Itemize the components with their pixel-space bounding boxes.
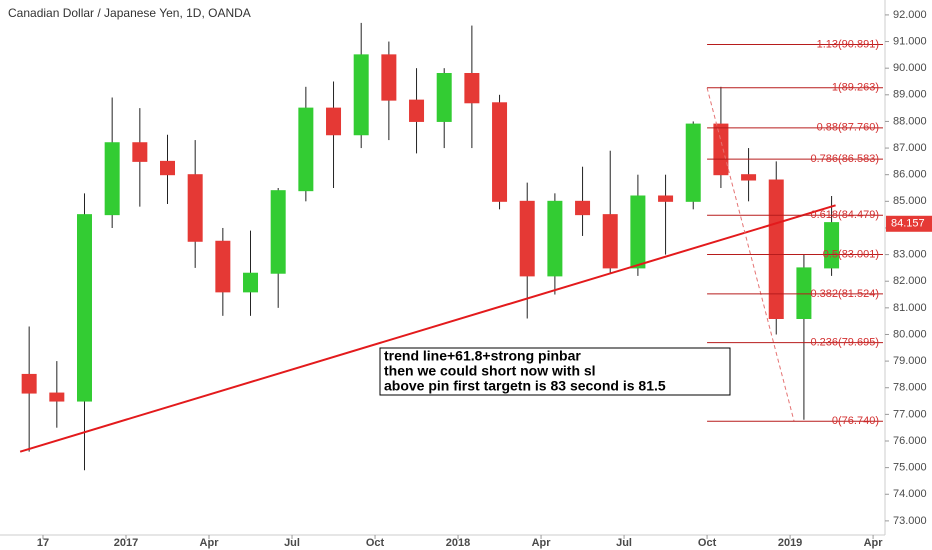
candle-body bbox=[160, 160, 176, 176]
x-tick-label: Oct bbox=[366, 537, 385, 549]
y-tick-label: 83.000 bbox=[893, 248, 927, 260]
annotation-box bbox=[379, 347, 731, 396]
fib-retracement: 1.13(90.891) 1(89.263) 0.88(87.760) 0.786(8… bbox=[706, 38, 883, 427]
y-tick-label: 85.000 bbox=[893, 195, 927, 207]
candle-body bbox=[658, 195, 674, 202]
fib-trend bbox=[706, 87, 795, 422]
y-tick-label: 73.000 bbox=[893, 515, 927, 527]
candle-body bbox=[132, 142, 148, 162]
fib-level-label: 0.786(86.583) bbox=[811, 153, 880, 165]
fib-level-label: 1.13(90.891) bbox=[817, 38, 879, 50]
candle-body bbox=[602, 214, 618, 269]
chart-title: Canadian Dollar / Japanese Yen, 1D, OAND… bbox=[8, 6, 251, 20]
candle-body bbox=[353, 54, 369, 136]
y-tick-label: 89.000 bbox=[893, 89, 927, 101]
candle-body bbox=[49, 392, 65, 402]
y-tick-label: 90.000 bbox=[893, 62, 927, 74]
candle-body bbox=[685, 123, 701, 202]
annotation-line: above pin first targetn is 83 second is … bbox=[384, 378, 666, 394]
candle-body bbox=[547, 200, 563, 277]
candle-body bbox=[76, 214, 92, 402]
x-tick-label: Jul bbox=[284, 537, 300, 549]
x-tick-label: 2017 bbox=[114, 537, 138, 549]
candle-body bbox=[575, 200, 591, 216]
candle-body bbox=[21, 373, 37, 394]
y-tick-label: 81.000 bbox=[893, 302, 927, 314]
fib-level-label: 1(89.263) bbox=[832, 82, 879, 94]
candle-body bbox=[270, 190, 286, 274]
candle-body bbox=[326, 107, 342, 136]
y-tick-label: 82.000 bbox=[893, 275, 927, 287]
y-tick-label: 80.000 bbox=[893, 328, 927, 340]
annotation-line: trend line+61.8+strong pinbar bbox=[384, 348, 581, 364]
fib-level-label: 0.5(83.001) bbox=[823, 248, 879, 260]
fib-level-label: 0.618(84.479) bbox=[811, 209, 880, 221]
x-tick-label: Jul bbox=[616, 537, 632, 549]
x-tick-label: Apr bbox=[864, 537, 884, 549]
candle-body bbox=[768, 179, 784, 319]
x-tick-label: Oct bbox=[698, 537, 717, 549]
candle-body bbox=[298, 107, 314, 192]
candle-body bbox=[215, 240, 231, 293]
y-tick-label: 86.000 bbox=[893, 169, 927, 181]
last-price-box bbox=[886, 215, 932, 232]
candle-body bbox=[519, 200, 535, 277]
candle-body bbox=[630, 195, 646, 269]
candle-body bbox=[492, 102, 508, 202]
x-tick-label: Apr bbox=[532, 537, 552, 549]
y-tick-label: 91.000 bbox=[893, 35, 927, 47]
last-price-label: 84.157 bbox=[891, 218, 925, 230]
y-tick-label: 77.000 bbox=[893, 408, 927, 420]
x-tick-label: 2018 bbox=[446, 537, 470, 549]
candle-body bbox=[381, 54, 397, 101]
trend-line bbox=[19, 204, 836, 453]
candle-body bbox=[464, 72, 480, 104]
fib-level-label: 0.88(87.760) bbox=[817, 122, 879, 134]
y-tick-label: 79.000 bbox=[893, 355, 927, 367]
fib-level-label: 0.236(79.695) bbox=[811, 337, 880, 349]
candle-body bbox=[796, 267, 812, 319]
y-tick-label: 76.000 bbox=[893, 435, 927, 447]
y-tick-label: 92.000 bbox=[893, 9, 927, 21]
fib-level-label: 0.382(81.524) bbox=[811, 288, 880, 300]
fib-level-label: 0(76.740) bbox=[832, 415, 879, 427]
y-tick-label: 87.000 bbox=[893, 142, 927, 154]
candle-body bbox=[741, 174, 757, 181]
candle-body bbox=[243, 272, 259, 293]
annotation-line: then we could short now with sl bbox=[384, 363, 596, 379]
y-tick-label: 88.000 bbox=[893, 115, 927, 127]
candle-body bbox=[187, 174, 203, 242]
x-tick-label: Apr bbox=[200, 537, 220, 549]
y-tick-label: 75.000 bbox=[893, 462, 927, 474]
y-tick-label: 78.000 bbox=[893, 382, 927, 394]
x-tick-label: 2019 bbox=[778, 537, 802, 549]
y-tick-label: 74.000 bbox=[893, 488, 927, 500]
candle-body bbox=[104, 142, 120, 216]
candle-body bbox=[713, 123, 729, 176]
candle-body bbox=[409, 99, 425, 122]
candle-body bbox=[436, 72, 452, 122]
x-tick-label: 17 bbox=[37, 537, 49, 549]
candle-body bbox=[824, 222, 840, 269]
